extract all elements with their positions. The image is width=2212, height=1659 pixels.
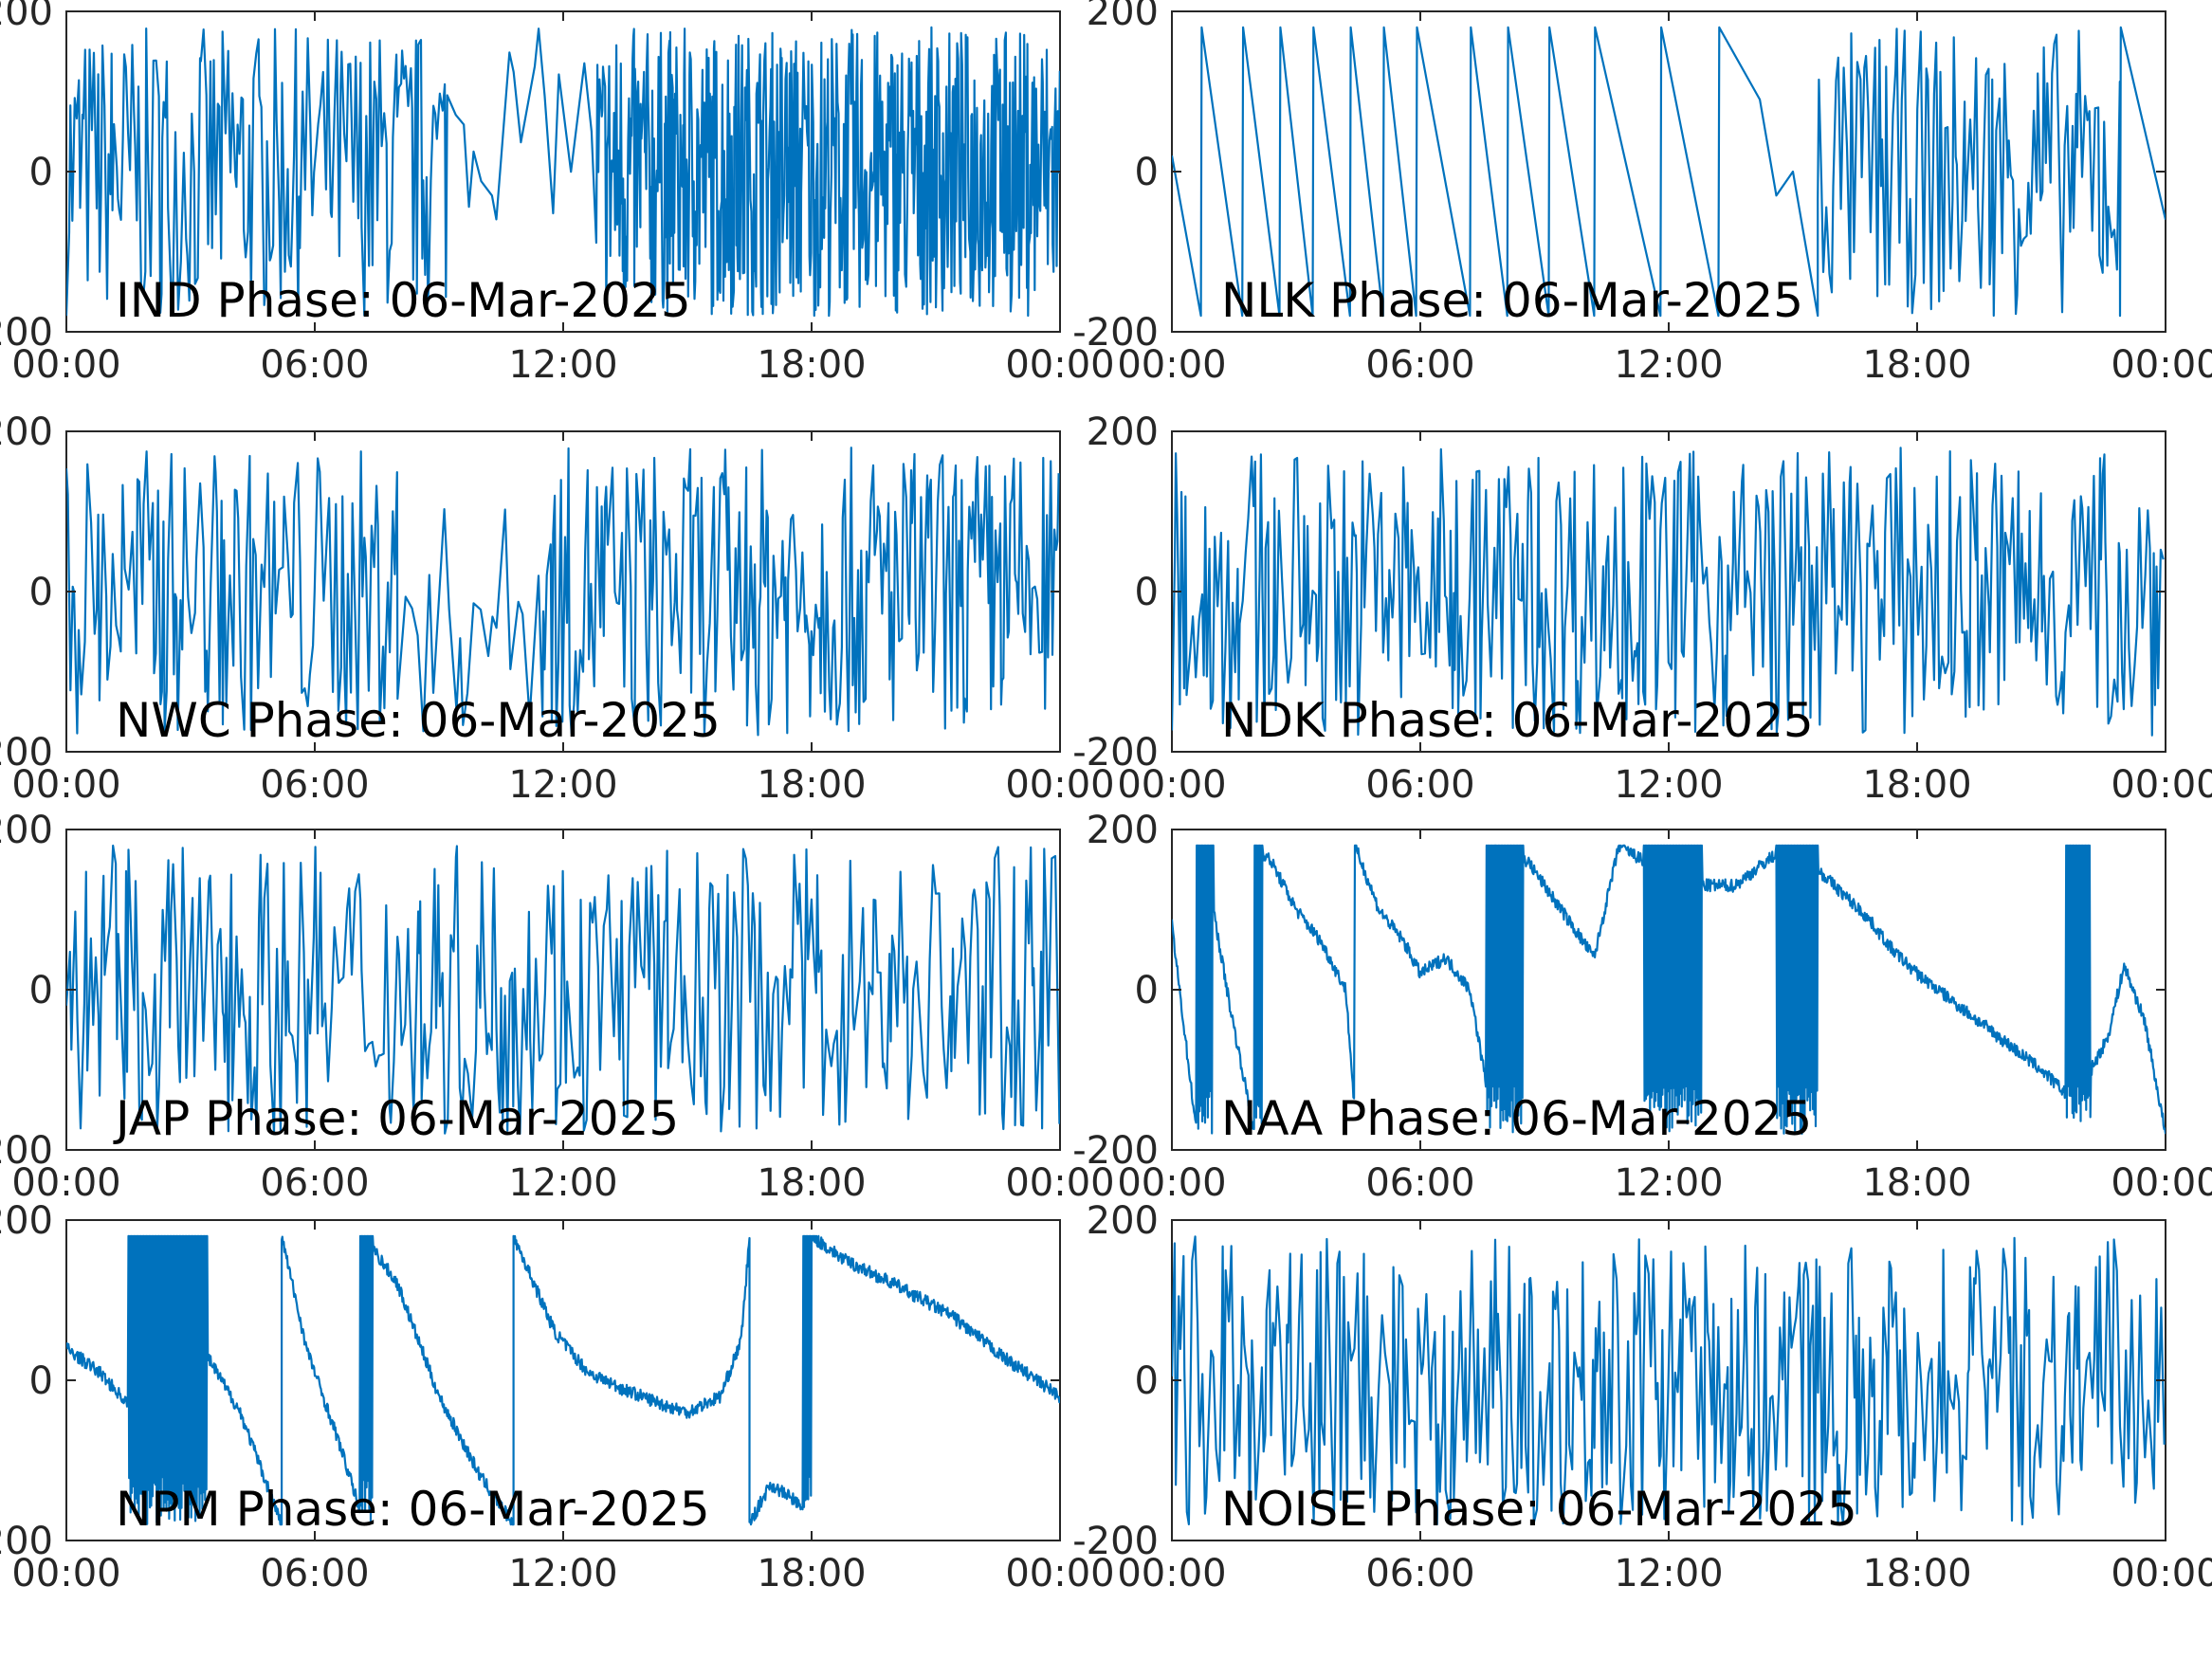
series-line	[66, 26, 1060, 318]
y-tick-label: 200	[0, 1199, 53, 1243]
y-tick-label: -200	[0, 1520, 53, 1563]
panel-title: JAP Phase: 06-Mar-2025	[113, 1091, 679, 1146]
x-tick-label: 00:00	[1005, 1161, 1114, 1205]
y-tick-label: 0	[1135, 969, 1159, 1012]
x-tick-label: 00:00	[1005, 1552, 1114, 1595]
x-tick-label: 06:00	[1365, 1552, 1474, 1595]
axes-frame	[65, 1219, 1061, 1541]
x-tick-label: 18:00	[757, 1161, 866, 1205]
x-tick-label: 06:00	[260, 1161, 369, 1205]
x-tick-label: 06:00	[1365, 1161, 1474, 1205]
y-tick-label: -200	[1072, 731, 1159, 775]
x-tick-label: 00:00	[11, 1552, 120, 1595]
x-tick-label: 00:00	[11, 763, 120, 807]
y-tick-label: 0	[29, 571, 53, 614]
x-tick-label: 12:00	[1614, 1552, 1723, 1595]
y-tick-label: -200	[1072, 311, 1159, 355]
y-tick-label: -200	[0, 731, 53, 775]
series-line	[1172, 447, 2165, 737]
y-tick-label: 0	[1135, 1359, 1159, 1403]
y-tick-label: 200	[1087, 809, 1159, 852]
x-tick-label: 00:00	[1005, 763, 1114, 807]
x-tick-label: 18:00	[1862, 1552, 1971, 1595]
panel-title: IND Phase: 06-Mar-2025	[116, 273, 691, 328]
series-line	[66, 1234, 1060, 1526]
panel-title: NOISE Phase: 06-Mar-2025	[1221, 1482, 1857, 1537]
series-line	[1172, 1235, 2166, 1526]
x-tick-label: 00:00	[2111, 1161, 2212, 1205]
y-tick-label: 200	[1087, 1199, 1159, 1243]
y-tick-label: 0	[1135, 151, 1159, 194]
y-tick-label: -200	[1072, 1129, 1159, 1173]
x-tick-label: 12:00	[1614, 763, 1723, 807]
series-line	[1172, 26, 2166, 318]
y-tick-label: -200	[0, 311, 53, 355]
x-tick-label: 12:00	[1614, 343, 1723, 387]
x-tick-label: 12:00	[1614, 1161, 1723, 1205]
x-tick-label: 06:00	[1365, 343, 1474, 387]
x-tick-label: 12:00	[508, 1552, 617, 1595]
x-tick-label: 06:00	[1365, 763, 1474, 807]
y-tick-label: -200	[0, 1129, 53, 1173]
panel-title: NLK Phase: 06-Mar-2025	[1221, 273, 1803, 328]
y-tick-label: 200	[1087, 410, 1159, 454]
series-line	[66, 447, 1060, 737]
series-line	[1172, 844, 2166, 1135]
x-tick-label: 00:00	[11, 1161, 120, 1205]
y-tick-label: 0	[29, 1359, 53, 1403]
y-tick-label: 200	[1087, 0, 1159, 34]
x-tick-label: 06:00	[260, 343, 369, 387]
x-tick-label: 00:00	[1117, 343, 1226, 387]
y-tick-label: 200	[0, 410, 53, 454]
x-tick-label: 18:00	[757, 343, 866, 387]
panel-title: NDK Phase: 06-Mar-2025	[1221, 693, 1814, 748]
x-tick-label: 18:00	[757, 1552, 866, 1595]
x-tick-label: 00:00	[11, 343, 120, 387]
x-tick-label: 12:00	[508, 1161, 617, 1205]
x-tick-label: 00:00	[1117, 763, 1226, 807]
y-tick-label: 0	[29, 969, 53, 1012]
x-tick-label: 18:00	[1862, 1161, 1971, 1205]
panel-title: NPM Phase: 06-Mar-2025	[116, 1482, 710, 1537]
x-tick-label: 12:00	[508, 343, 617, 387]
y-tick-label: 200	[0, 0, 53, 34]
x-tick-label: 12:00	[508, 763, 617, 807]
panel-title: NWC Phase: 06-Mar-2025	[116, 693, 721, 748]
x-tick-label: 18:00	[1862, 763, 1971, 807]
x-tick-label: 06:00	[260, 1552, 369, 1595]
y-tick-label: 0	[1135, 571, 1159, 614]
x-tick-label: 06:00	[260, 763, 369, 807]
x-tick-label: 00:00	[1117, 1552, 1226, 1595]
x-tick-label: 00:00	[1117, 1161, 1226, 1205]
x-tick-label: 18:00	[757, 763, 866, 807]
series-line	[66, 844, 1060, 1135]
y-tick-label: 0	[29, 151, 53, 194]
x-tick-label: 18:00	[1862, 343, 1971, 387]
y-tick-label: -200	[1072, 1520, 1159, 1563]
y-tick-label: 200	[0, 809, 53, 852]
x-tick-label: 00:00	[2111, 343, 2212, 387]
x-tick-label: 00:00	[2111, 763, 2212, 807]
panel-title: NAA Phase: 06-Mar-2025	[1221, 1091, 1812, 1146]
x-tick-label: 00:00	[1005, 343, 1114, 387]
x-tick-label: 00:00	[2111, 1552, 2212, 1595]
